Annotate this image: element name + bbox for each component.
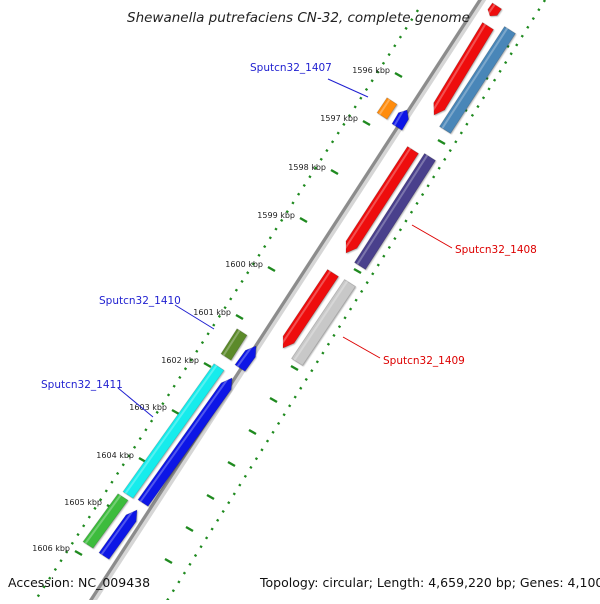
tick-label: 1605 kbp — [64, 498, 102, 507]
gene-cds-1408-red — [345, 145, 420, 254]
genome-summary-text: Topology: circular; Length: 4,659,220 bp… — [259, 575, 600, 590]
gene-cds-blue-4-highlight — [100, 507, 136, 555]
tick-mark-right — [164, 557, 173, 565]
gene-cds-1409-silver — [290, 278, 357, 367]
tick-label: 1600 kbp — [225, 260, 263, 269]
tick-label: 1598 kbp — [288, 163, 326, 172]
gene-cds-top-red — [487, 2, 503, 17]
gene-cds-1409-red-highlight — [279, 270, 332, 347]
accession-text: Accession: NC_009438 — [8, 575, 150, 590]
tick-mark-right — [206, 493, 215, 501]
backbone — [86, 0, 487, 604]
gene-features — [82, 2, 517, 560]
tick-mark — [235, 313, 244, 321]
tick-mark-right — [269, 396, 278, 404]
gene-cds-blue-2-highlight — [236, 343, 255, 367]
gene-cds-1406-red-highlight — [430, 23, 487, 114]
gene-cds-1408-indigo-highlight — [356, 154, 429, 265]
tick-label: 1606 kbp — [32, 544, 70, 553]
dotted-track-right — [163, 0, 547, 604]
gene-cds-1407-orange — [376, 97, 398, 120]
leader-1407 — [327, 78, 369, 98]
gene-cds-blue-1 — [391, 109, 409, 131]
gene-label-1408: Sputcn32_1408 — [455, 244, 537, 256]
tick-mark — [330, 168, 339, 176]
dotted-tracks — [31, 0, 547, 604]
tick-label: 1596 kbp — [352, 66, 390, 75]
gene-cds-blue-3 — [137, 377, 233, 507]
gene-cds-green-highlight — [84, 494, 122, 544]
tick-mark — [171, 408, 180, 416]
gene-cds-1407-orange-highlight — [378, 98, 391, 115]
label-leaders — [117, 78, 453, 418]
tick-mark — [362, 119, 371, 127]
genome-title: Shewanella putrefaciens CN-32, complete … — [127, 10, 470, 26]
gene-cds-1410-olive-highlight — [222, 329, 241, 356]
tick-label: 1599 kbp — [257, 211, 295, 220]
tick-mark-right — [437, 138, 446, 146]
dotted-track-left — [31, 9, 420, 604]
gene-label-1410: Sputcn32_1410 — [99, 295, 181, 307]
gene-cds-1411-cyan-highlight — [124, 364, 218, 494]
leader-1411 — [117, 387, 154, 418]
gene-cds-blue-2 — [234, 345, 257, 372]
gene-cds-1406-red — [433, 21, 495, 116]
tick-mark — [203, 361, 212, 369]
tick-label: 1602 kbp — [161, 356, 199, 365]
leader-1408 — [411, 224, 453, 249]
tick-mark — [267, 265, 276, 273]
leader-1409 — [342, 336, 381, 359]
gene-cds-1411-cyan — [122, 363, 225, 499]
tick-mark-right — [227, 460, 236, 468]
gene-cds-1408-indigo — [353, 152, 437, 271]
gene-cds-1408-red-highlight — [342, 147, 412, 252]
tick-mark-right — [248, 428, 257, 436]
tick-mark-right — [185, 525, 194, 533]
gene-cds-steelblue-highlight — [441, 27, 509, 129]
gene-cds-green — [82, 493, 129, 549]
tick-label: 1597 kbp — [320, 114, 358, 123]
gene-cds-steelblue — [438, 25, 517, 135]
tick-label: 1603 kbp — [129, 403, 167, 412]
leader-1410 — [174, 304, 215, 330]
gene-label-1411: Sputcn32_1411 — [41, 379, 123, 391]
gene-cds-1409-red — [282, 268, 340, 349]
gene-cds-1410-olive — [220, 328, 248, 361]
tick-label: 1604 kbp — [96, 451, 134, 460]
gene-cds-blue-4 — [98, 509, 138, 560]
tick-mark — [299, 216, 308, 224]
gene-cds-blue-3-highlight — [139, 375, 231, 502]
tick-mark-right — [290, 364, 299, 372]
gene-label-1407: Sputcn32_1407 — [250, 62, 332, 74]
tick-mark — [74, 549, 83, 557]
gene-cds-top-red-highlight — [486, 3, 496, 16]
tick-mark-right — [353, 267, 362, 275]
gene-cds-blue-1-highlight — [393, 107, 406, 126]
gene-label-1409: Sputcn32_1409 — [383, 355, 465, 367]
tick-mark — [394, 71, 403, 79]
gene-cds-1409-silver-highlight — [293, 280, 349, 361]
tick-label: 1601 kbp — [193, 308, 231, 317]
